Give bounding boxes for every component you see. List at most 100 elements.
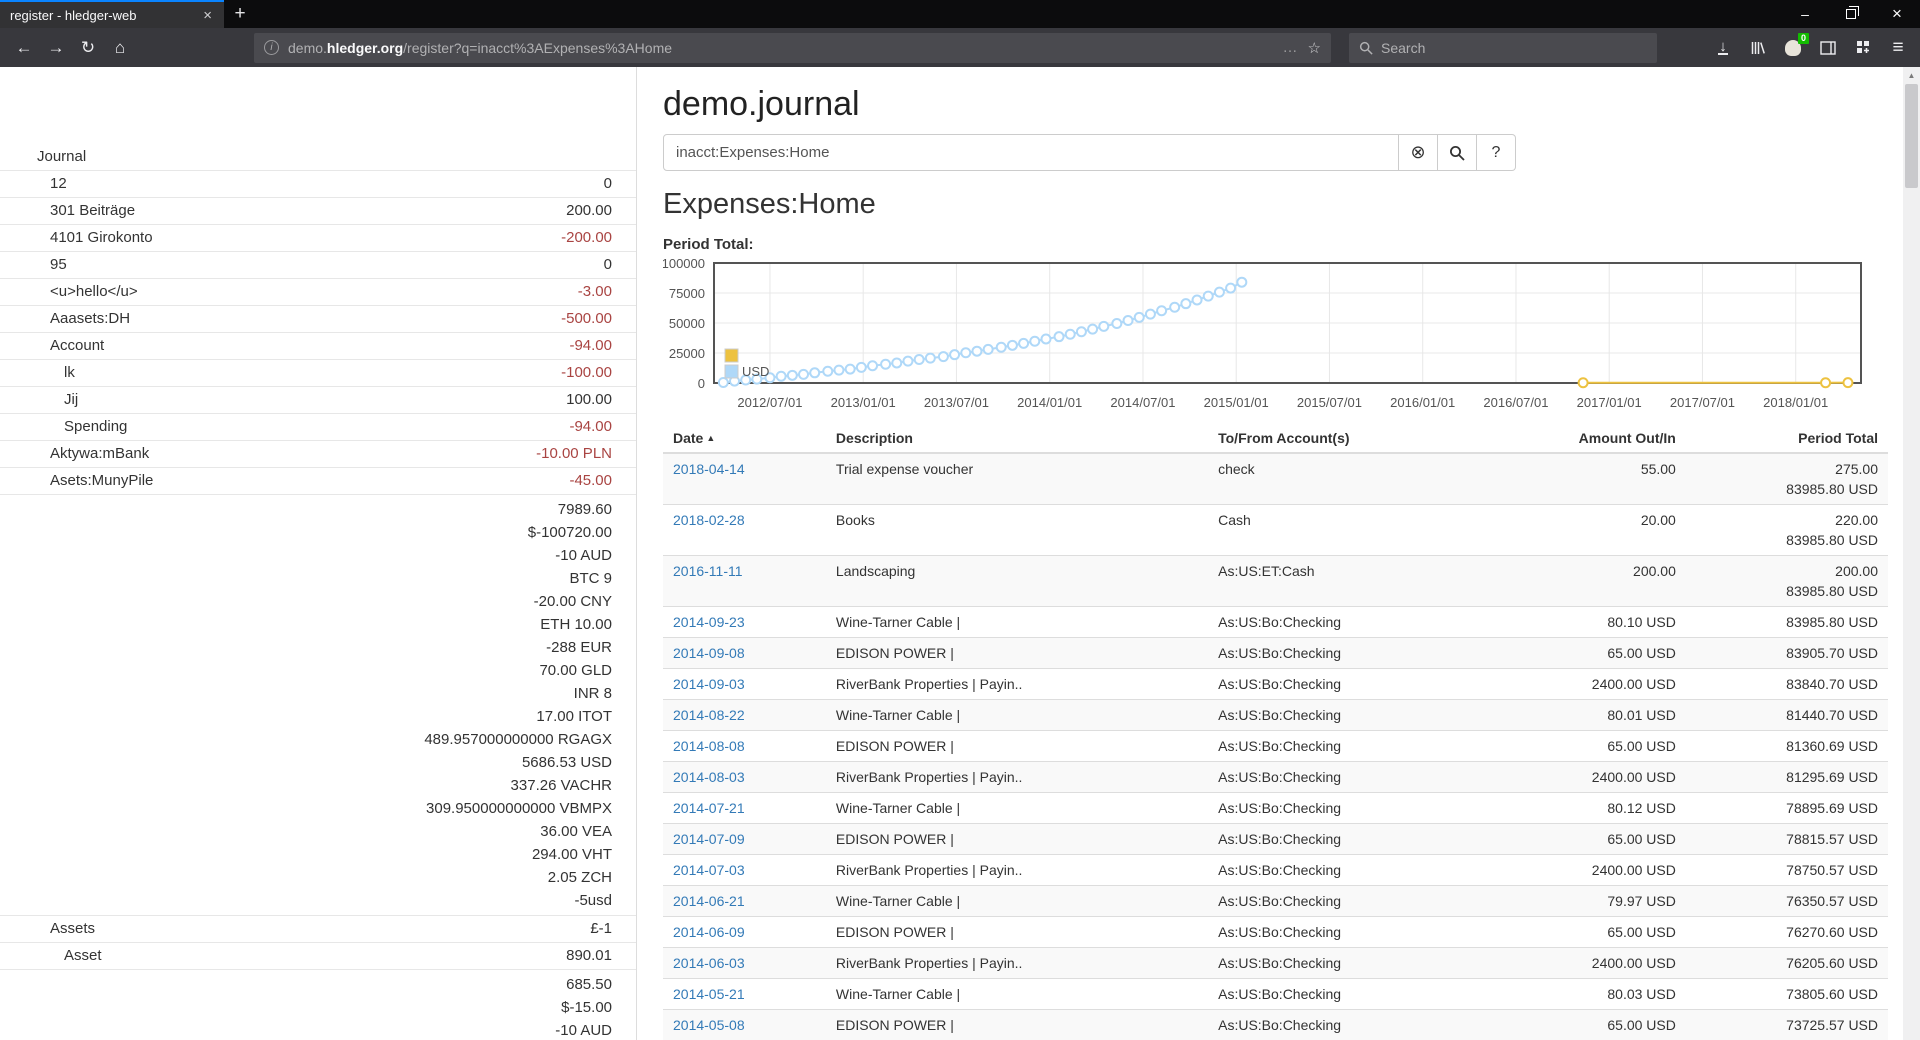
table-row[interactable]: 2014-09-08 EDISON POWER | As:US:Bo:Checkin…: [663, 637, 1888, 669]
transaction-date-link[interactable]: 2016-11-11: [673, 563, 743, 579]
account-name[interactable]: 95: [50, 256, 67, 273]
table-row[interactable]: 2018-02-28 Books Cash 20.00 220.00 83985.80 U…: [663, 504, 1888, 556]
url-bar[interactable]: i demo.hledger.org/register?q=inacct%3AE…: [254, 32, 1331, 63]
back-button[interactable]: ←: [15, 37, 33, 57]
page-scrollbar[interactable]: ▲: [1903, 67, 1920, 1040]
column-header-date[interactable]: Date ▲: [663, 424, 826, 454]
account-name[interactable]: Journal: [37, 148, 87, 165]
table-row[interactable]: 2014-07-09 EDISON POWER | As:US:Bo:Checkin…: [663, 823, 1888, 855]
search-help-button[interactable]: ?: [1477, 134, 1516, 171]
sidebar-account-row[interactable]: Aktywa:mBank -10.00 PLN: [0, 441, 636, 468]
account-name[interactable]: Aaasets:DH: [50, 310, 131, 327]
sidebar-account-row[interactable]: Jij 100.00: [0, 387, 636, 414]
browser-search-field[interactable]: Search: [1349, 32, 1657, 63]
sidebar-account-row[interactable]: Account -94.00: [0, 333, 636, 360]
table-row[interactable]: 2014-05-21 Wine-Tarner Cable | As:US:Bo:Ch…: [663, 978, 1888, 1010]
transaction-date-link[interactable]: 2014-07-03: [673, 862, 745, 878]
table-row[interactable]: 2018-04-14 Trial expense voucher check 55.0…: [663, 452, 1888, 505]
tab-close-icon[interactable]: ×: [203, 6, 212, 24]
close-button[interactable]: ×: [1892, 4, 1902, 23]
table-row[interactable]: 2014-05-08 EDISON POWER | As:US:Bo:Checkin…: [663, 1009, 1888, 1040]
sidebar-account-row[interactable]: 685.50 $-15.00 -10 AUD: [0, 970, 636, 1040]
table-row[interactable]: 2014-06-09 EDISON POWER | As:US:Bo:Checkin…: [663, 916, 1888, 948]
menu-button[interactable]: ≡: [1892, 36, 1904, 58]
sidebar-account-row[interactable]: <u>hello</u> -3.00: [0, 279, 636, 306]
scrollbar-thumb[interactable]: [1905, 84, 1918, 188]
column-header-description[interactable]: Description: [825, 424, 1209, 454]
browser-tab[interactable]: register - hledger-web ×: [0, 0, 224, 28]
transaction-date-link[interactable]: 2014-05-21: [673, 986, 745, 1002]
extension-button[interactable]: 0: [1779, 32, 1809, 62]
transaction-date-link[interactable]: 2014-08-22: [673, 707, 745, 723]
table-row[interactable]: 2014-06-21 Wine-Tarner Cable | As:US:Bo:Ch…: [663, 885, 1888, 917]
new-tab-button[interactable]: +: [234, 3, 246, 24]
page-actions-icon[interactable]: …: [1282, 39, 1299, 56]
sidebar-account-row[interactable]: Spending -94.00: [0, 414, 636, 441]
minimize-button[interactable]: –: [1801, 6, 1809, 22]
sidebar-account-row[interactable]: Asset 890.01: [0, 943, 636, 970]
table-row[interactable]: 2014-09-23 Wine-Tarner Cable | As:US:Bo:Ch…: [663, 606, 1888, 638]
site-info-icon[interactable]: i: [264, 40, 279, 55]
library-button[interactable]: [1744, 34, 1772, 62]
home-button[interactable]: ⌂: [114, 37, 126, 57]
account-name[interactable]: 301 Beiträge: [50, 202, 136, 219]
account-name[interactable]: <u>hello</u>: [50, 283, 138, 300]
account-name[interactable]: Aktywa:mBank: [50, 445, 150, 462]
table-row[interactable]: 2016-11-11 Landscaping As:US:ET:Cash 200.00…: [663, 555, 1888, 607]
transaction-date-link[interactable]: 2014-09-08: [673, 645, 745, 661]
sidebar-account-row[interactable]: 95 0: [0, 252, 636, 279]
account-name[interactable]: lk: [64, 364, 75, 381]
transaction-date-link[interactable]: 2014-08-08: [673, 738, 745, 754]
sidebar-account-row[interactable]: lk -100.00: [0, 360, 636, 387]
transaction-date-link[interactable]: 2014-09-23: [673, 614, 745, 630]
transaction-date-link[interactable]: 2014-06-09: [673, 924, 745, 940]
forward-button[interactable]: →: [47, 37, 65, 57]
table-row[interactable]: 2014-06-03 RiverBank Properties | Payin..…: [663, 947, 1888, 979]
transaction-date-link[interactable]: 2014-07-21: [673, 800, 745, 816]
reload-button[interactable]: ↻: [80, 37, 96, 57]
table-row[interactable]: 2014-08-22 Wine-Tarner Cable | As:US:Bo:Ch…: [663, 699, 1888, 731]
search-input[interactable]: [663, 134, 1399, 171]
sidebar-account-row[interactable]: 12 0: [0, 171, 636, 198]
search-button[interactable]: [1438, 134, 1477, 171]
downloads-button[interactable]: ↓: [1709, 34, 1737, 62]
account-name[interactable]: Spending: [64, 418, 128, 435]
sidebar-account-row[interactable]: 7989.60 $-100720.00 -10 AUD BTC 9 -20.00 CNY…: [0, 495, 636, 916]
account-name[interactable]: Asset: [64, 947, 102, 964]
data-point: [822, 365, 834, 377]
account-name[interactable]: Account: [50, 337, 105, 354]
account-name[interactable]: 4101 Girokonto: [50, 229, 153, 246]
column-header-account[interactable]: To/From Account(s): [1208, 424, 1472, 454]
restore-button[interactable]: [1828, 0, 1874, 28]
activity-stream-button[interactable]: [1849, 34, 1877, 62]
account-name[interactable]: Jij: [64, 391, 79, 408]
transaction-date-link[interactable]: 2018-04-14: [673, 461, 745, 477]
bookmark-star-icon[interactable]: ☆: [1307, 39, 1321, 57]
transaction-date-link[interactable]: 2014-05-08: [673, 1017, 745, 1033]
table-row[interactable]: 2014-08-03 RiverBank Properties | Payin..…: [663, 761, 1888, 793]
table-row[interactable]: 2014-07-21 Wine-Tarner Cable | As:US:Bo:Ch…: [663, 792, 1888, 824]
transaction-date-link[interactable]: 2014-09-03: [673, 676, 745, 692]
sidebar-journal-link[interactable]: Journal: [0, 144, 636, 171]
account-name[interactable]: Asets:MunyPile: [50, 472, 154, 489]
transaction-date-link[interactable]: 2014-06-03: [673, 955, 745, 971]
sidebar-account-row[interactable]: Asets:MunyPile -45.00: [0, 468, 636, 495]
column-header-amount[interactable]: Amount Out/In: [1471, 424, 1686, 454]
table-row[interactable]: 2014-09-03 RiverBank Properties | Payin..…: [663, 668, 1888, 700]
transaction-date-link[interactable]: 2014-08-03: [673, 769, 745, 785]
sidebar-toggle-button[interactable]: [1814, 34, 1842, 62]
transaction-date-link[interactable]: 2014-07-09: [673, 831, 745, 847]
sidebar-account-row[interactable]: 301 Beiträge 200.00: [0, 198, 636, 225]
scroll-up-icon[interactable]: ▲: [1907, 70, 1916, 80]
transaction-date-link[interactable]: 2014-06-21: [673, 893, 745, 909]
table-row[interactable]: 2014-07-03 RiverBank Properties | Payin..…: [663, 854, 1888, 886]
account-name[interactable]: Assets: [50, 920, 96, 937]
clear-search-button[interactable]: ⊗: [1399, 134, 1438, 171]
table-row[interactable]: 2014-08-08 EDISON POWER | As:US:Bo:Checkin…: [663, 730, 1888, 762]
transaction-date-link[interactable]: 2018-02-28: [673, 512, 745, 528]
sidebar-account-row[interactable]: Aaasets:DH -500.00: [0, 306, 636, 333]
column-header-period-total[interactable]: Period Total: [1685, 424, 1888, 454]
account-name[interactable]: 12: [50, 175, 67, 192]
sidebar-account-row[interactable]: 4101 Girokonto -200.00: [0, 225, 636, 252]
sidebar-account-row[interactable]: Assets £-1: [0, 916, 636, 943]
